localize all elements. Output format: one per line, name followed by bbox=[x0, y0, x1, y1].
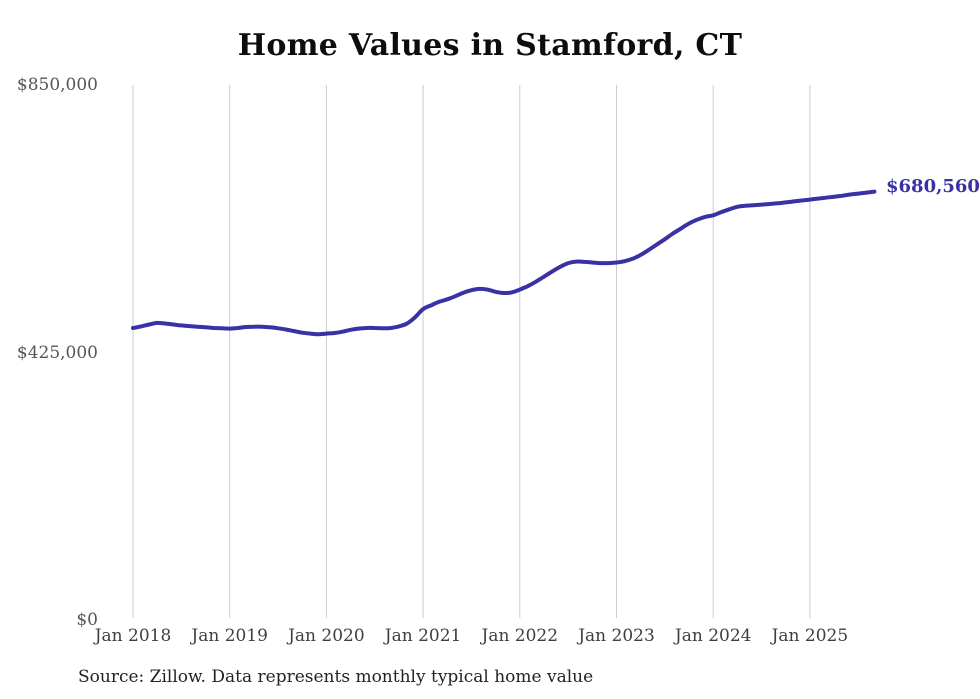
x-axis-tick-label: Jan 2019 bbox=[191, 626, 268, 646]
source-note: Source: Zillow. Data represents monthly … bbox=[78, 667, 594, 687]
y-axis-tick-label: $425,000 bbox=[16, 342, 98, 363]
x-axis-tick-label: Jan 2025 bbox=[771, 626, 849, 646]
x-axis-tick-label: Jan 2024 bbox=[674, 626, 752, 646]
y-axis-tick-label: $0 bbox=[76, 610, 98, 630]
chart-title: Home Values in Stamford, CT bbox=[237, 28, 743, 63]
home-value-line bbox=[131, 189, 877, 337]
x-axis-tick-label: Jan 2021 bbox=[384, 626, 462, 646]
x-axis-tick-label: Jan 2022 bbox=[481, 626, 559, 646]
x-axis-tick-label: Jan 2018 bbox=[94, 626, 172, 646]
y-axis-tick-label: $850,000 bbox=[16, 75, 98, 95]
x-axis-tick-label: Jan 2020 bbox=[288, 626, 365, 646]
x-axis-tick-label: Jan 2023 bbox=[578, 626, 655, 646]
latest-value-label: $680,560 bbox=[886, 175, 980, 197]
